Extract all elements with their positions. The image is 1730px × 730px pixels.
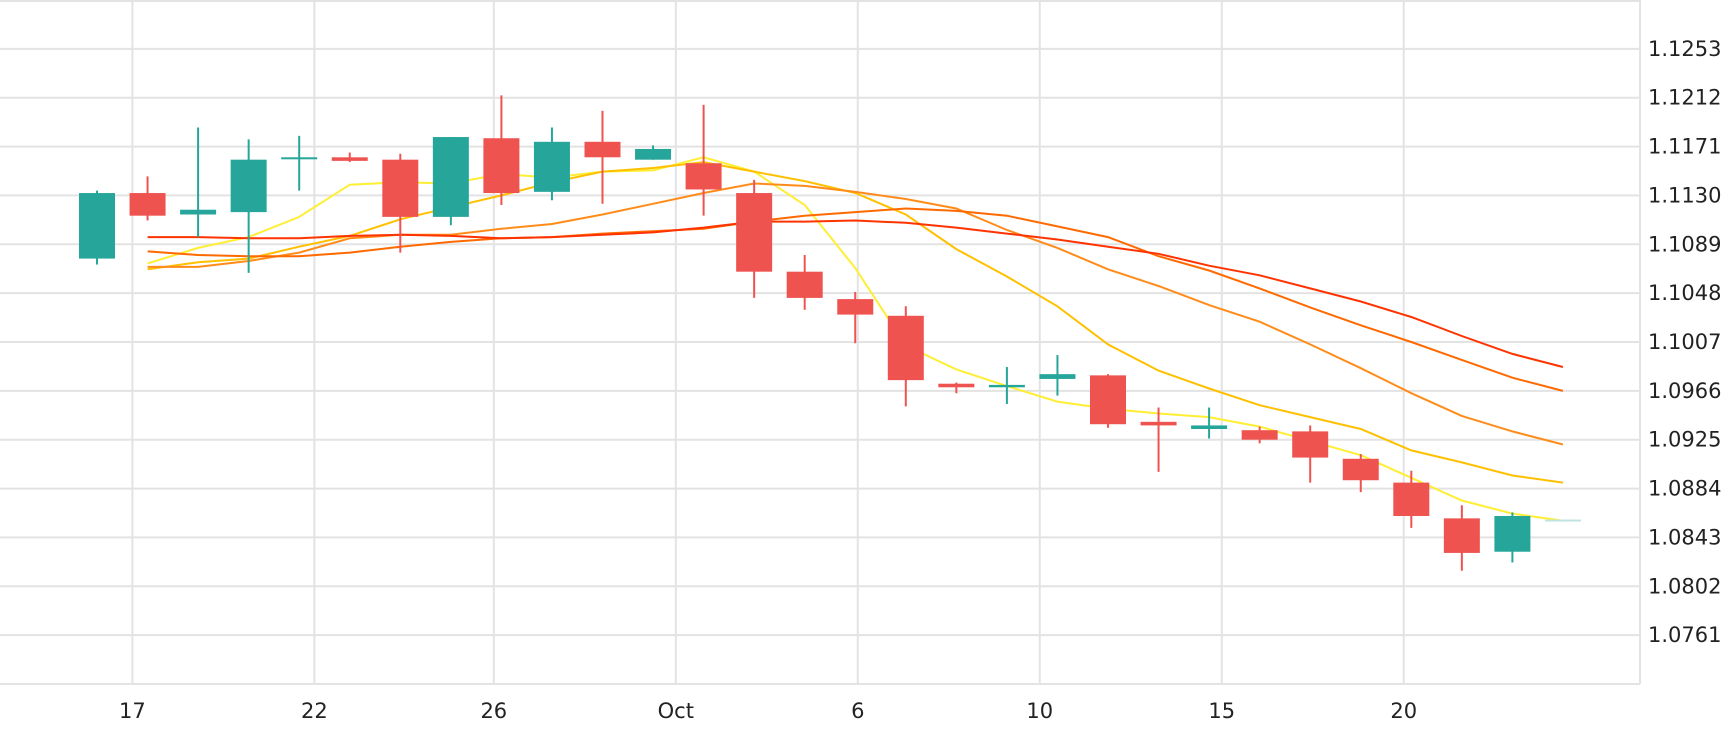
candle: [1342, 454, 1379, 493]
candle: [1292, 425, 1329, 483]
candle-body: [230, 159, 267, 213]
candle-body: [685, 163, 722, 190]
y-tick-label: 1.0843: [1648, 525, 1721, 549]
x-tick-label: 10: [1026, 699, 1053, 723]
y-tick-label: 1.1171: [1648, 135, 1721, 159]
x-tick-label: 20: [1390, 699, 1417, 723]
candle-body: [533, 141, 570, 192]
candle-body: [1241, 430, 1278, 440]
candle-body: [1494, 515, 1531, 552]
candle: [988, 367, 1025, 404]
candle: [382, 153, 419, 253]
candle-body: [938, 383, 975, 388]
candle-body: [1544, 519, 1581, 522]
candle: [1241, 426, 1278, 444]
x-tick-label: 26: [480, 699, 507, 723]
candle-body: [281, 157, 318, 160]
x-tick-label: Oct: [658, 699, 694, 723]
candle-body: [432, 137, 469, 217]
candle-body: [635, 148, 672, 160]
y-tick-label: 1.0884: [1648, 477, 1721, 501]
candle-body: [988, 384, 1025, 388]
candle-body: [129, 193, 166, 216]
grid: [0, 0, 1640, 684]
candle: [180, 127, 217, 238]
candle: [230, 139, 267, 273]
candle-body: [1090, 375, 1126, 425]
candle: [938, 382, 975, 394]
candle: [432, 137, 469, 226]
y-tick-label: 1.1130: [1648, 183, 1721, 207]
candle-body: [887, 315, 924, 381]
candle-body: [736, 193, 773, 272]
candle: [1039, 355, 1076, 396]
candle-body: [180, 209, 217, 215]
candle: [635, 145, 672, 160]
candle: [533, 127, 570, 201]
candle: [1443, 505, 1480, 571]
y-tick-label: 1.0966: [1648, 379, 1721, 403]
candle: [584, 110, 621, 204]
candle: [1494, 512, 1531, 563]
y-tick-label: 1.1048: [1648, 281, 1721, 305]
y-tick-label: 1.1212: [1648, 86, 1721, 110]
candle: [79, 190, 115, 265]
y-tick-label: 1.1007: [1648, 330, 1721, 354]
y-tick-label: 1.0761: [1648, 623, 1721, 647]
candle-body: [837, 299, 874, 315]
candle: [281, 135, 318, 191]
candle: [129, 176, 166, 221]
candle-body: [382, 159, 419, 217]
candle: [1393, 470, 1430, 528]
x-tick-label: 17: [119, 699, 146, 723]
candle: [483, 95, 520, 205]
candle-body: [1292, 431, 1329, 458]
candle-body: [1039, 374, 1076, 379]
candle-body: [1191, 425, 1228, 429]
candle-body: [79, 193, 115, 259]
candle: [736, 179, 773, 298]
candle: [786, 255, 823, 310]
candle: [331, 152, 368, 163]
x-tick-label: 22: [301, 699, 328, 723]
candle-body: [1342, 458, 1379, 481]
candle-body: [786, 271, 823, 298]
candle: [887, 306, 924, 407]
candle-body: [1443, 518, 1480, 553]
candle: [1191, 407, 1228, 439]
candle: [837, 291, 874, 344]
candles: [79, 95, 1581, 571]
y-tick-label: 1.0802: [1648, 574, 1721, 598]
candle-body: [1140, 421, 1177, 426]
x-tick-label: 15: [1208, 699, 1235, 723]
y-tick-label: 1.0925: [1648, 428, 1721, 452]
candle-body: [483, 138, 520, 194]
x-tick-label: 6: [851, 699, 864, 723]
moving-average-line-4: [147, 207, 1564, 392]
candle: [1090, 374, 1126, 428]
candle: [685, 104, 722, 216]
moving-average-line-5: [147, 219, 1564, 368]
candle: [1544, 519, 1581, 522]
candle: [1140, 407, 1177, 472]
candle-body: [584, 141, 621, 158]
candle-body: [331, 157, 368, 161]
y-tick-label: 1.1253: [1648, 37, 1721, 61]
y-tick-label: 1.1089: [1648, 232, 1721, 256]
candle-body: [1393, 482, 1430, 516]
moving-average-line-2: [147, 161, 1564, 484]
